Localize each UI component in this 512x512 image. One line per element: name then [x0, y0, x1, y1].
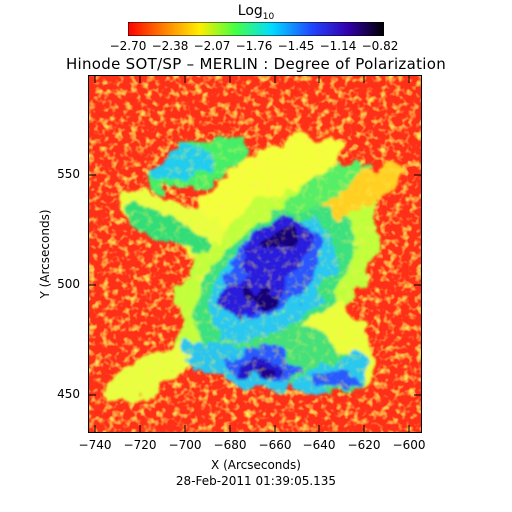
plot-frame: [88, 75, 422, 433]
colorbar-tick: −0.82: [361, 39, 399, 53]
colorbar-title: Log10: [237, 3, 275, 22]
colorbar-tick: −1.14: [319, 39, 357, 53]
x-axis-label: X (Arcseconds): [211, 458, 301, 472]
x-tick-label: −620: [347, 438, 381, 452]
colorbar-tick: −2.38: [151, 39, 189, 53]
y-tick-label: 550: [57, 167, 80, 181]
x-tick-label: −680: [213, 438, 247, 452]
colorbar-tick-labels: −2.70 −2.38 −2.07 −1.76 −1.45 −1.14 −0.8…: [100, 39, 412, 55]
colorbar-tick: −1.45: [277, 39, 315, 53]
x-tick-label: −640: [302, 438, 336, 452]
x-tick-label: −720: [123, 438, 157, 452]
x-tick-label: −660: [258, 438, 292, 452]
x-tick-label: −600: [392, 438, 426, 452]
x-tick-label: −740: [78, 438, 112, 452]
polarization-map: [88, 75, 422, 433]
colorbar: [128, 22, 384, 36]
colorbar-tick: −1.76: [235, 39, 273, 53]
y-tick-label: 450: [57, 387, 80, 401]
colorbar-tick: −2.70: [109, 39, 147, 53]
plot-title: Hinode SOT/SP – MERLIN : Degree of Polar…: [65, 55, 447, 73]
timestamp: 28-Feb-2011 01:39:05.135: [175, 474, 337, 488]
y-tick-label: 500: [57, 277, 80, 291]
x-tick-label: −700: [168, 438, 202, 452]
colorbar-tick: −2.07: [193, 39, 231, 53]
